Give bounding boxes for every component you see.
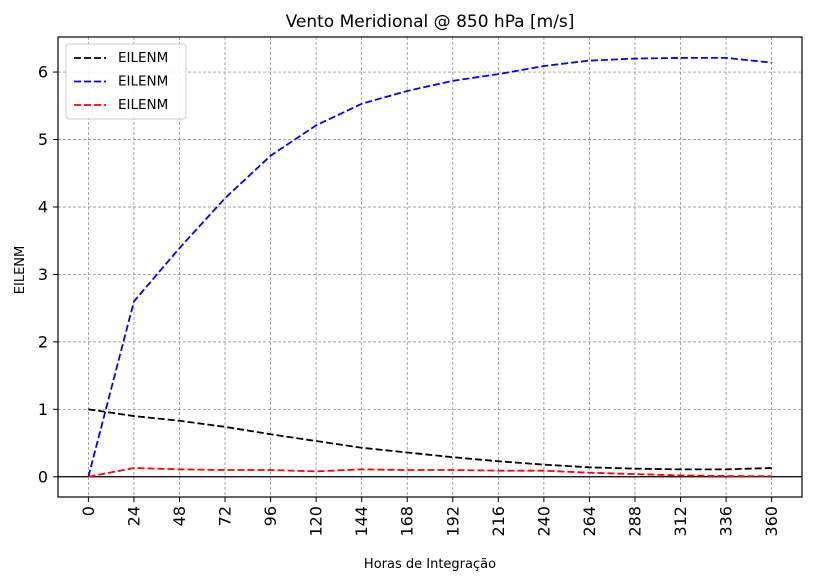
series-line-3: [88, 467, 772, 478]
x-tick-label: 144: [352, 506, 371, 537]
ticks: 0 24 48 72 96 120 144 168 192 216 240 264 288 312 336 3…: [38, 63, 781, 537]
chart-title: Vento Meridional @ 850 hPa [m/s]: [286, 12, 575, 32]
x-axis-label: Horas de Integração: [364, 557, 496, 572]
y-tick-label: 1: [38, 400, 48, 419]
y-tick-label: 3: [38, 265, 48, 284]
x-tick-label: 120: [307, 506, 326, 537]
x-tick-label: 264: [580, 506, 599, 537]
legend-label-3: EILENM: [118, 97, 168, 113]
x-tick-label: 216: [489, 506, 508, 537]
x-tick-label: 288: [625, 506, 644, 537]
x-tick-label: 168: [398, 506, 417, 537]
x-tick-label: 72: [216, 506, 235, 526]
series-layer: [87, 57, 772, 478]
x-tick-label: 336: [717, 506, 736, 537]
x-tick-label: 96: [261, 506, 280, 526]
y-tick-label: 4: [38, 197, 48, 216]
x-tick-label: 192: [443, 506, 462, 537]
x-tick-label: 24: [124, 506, 143, 526]
legend: EILENM EILENM EILENM: [65, 43, 187, 120]
x-tick-label: 360: [762, 506, 781, 537]
y-tick-label: 2: [38, 332, 48, 351]
x-tick-label: 0: [79, 506, 98, 516]
y-tick-label: 0: [38, 467, 48, 486]
series-line-2: [87, 57, 772, 477]
x-tick-label: 312: [671, 506, 690, 537]
legend-box: [65, 43, 187, 120]
series-line-1: [88, 408, 772, 471]
x-tick-label: 240: [534, 506, 553, 537]
y-tick-label: 5: [38, 130, 48, 149]
legend-label-1: EILENM: [118, 50, 168, 66]
legend-label-2: EILENM: [118, 74, 168, 90]
plot-area-frame: [57, 36, 803, 498]
y-axis-label: EILENM: [13, 246, 28, 294]
x-tick-label: 48: [170, 506, 189, 526]
y-tick-label: 6: [38, 63, 48, 82]
